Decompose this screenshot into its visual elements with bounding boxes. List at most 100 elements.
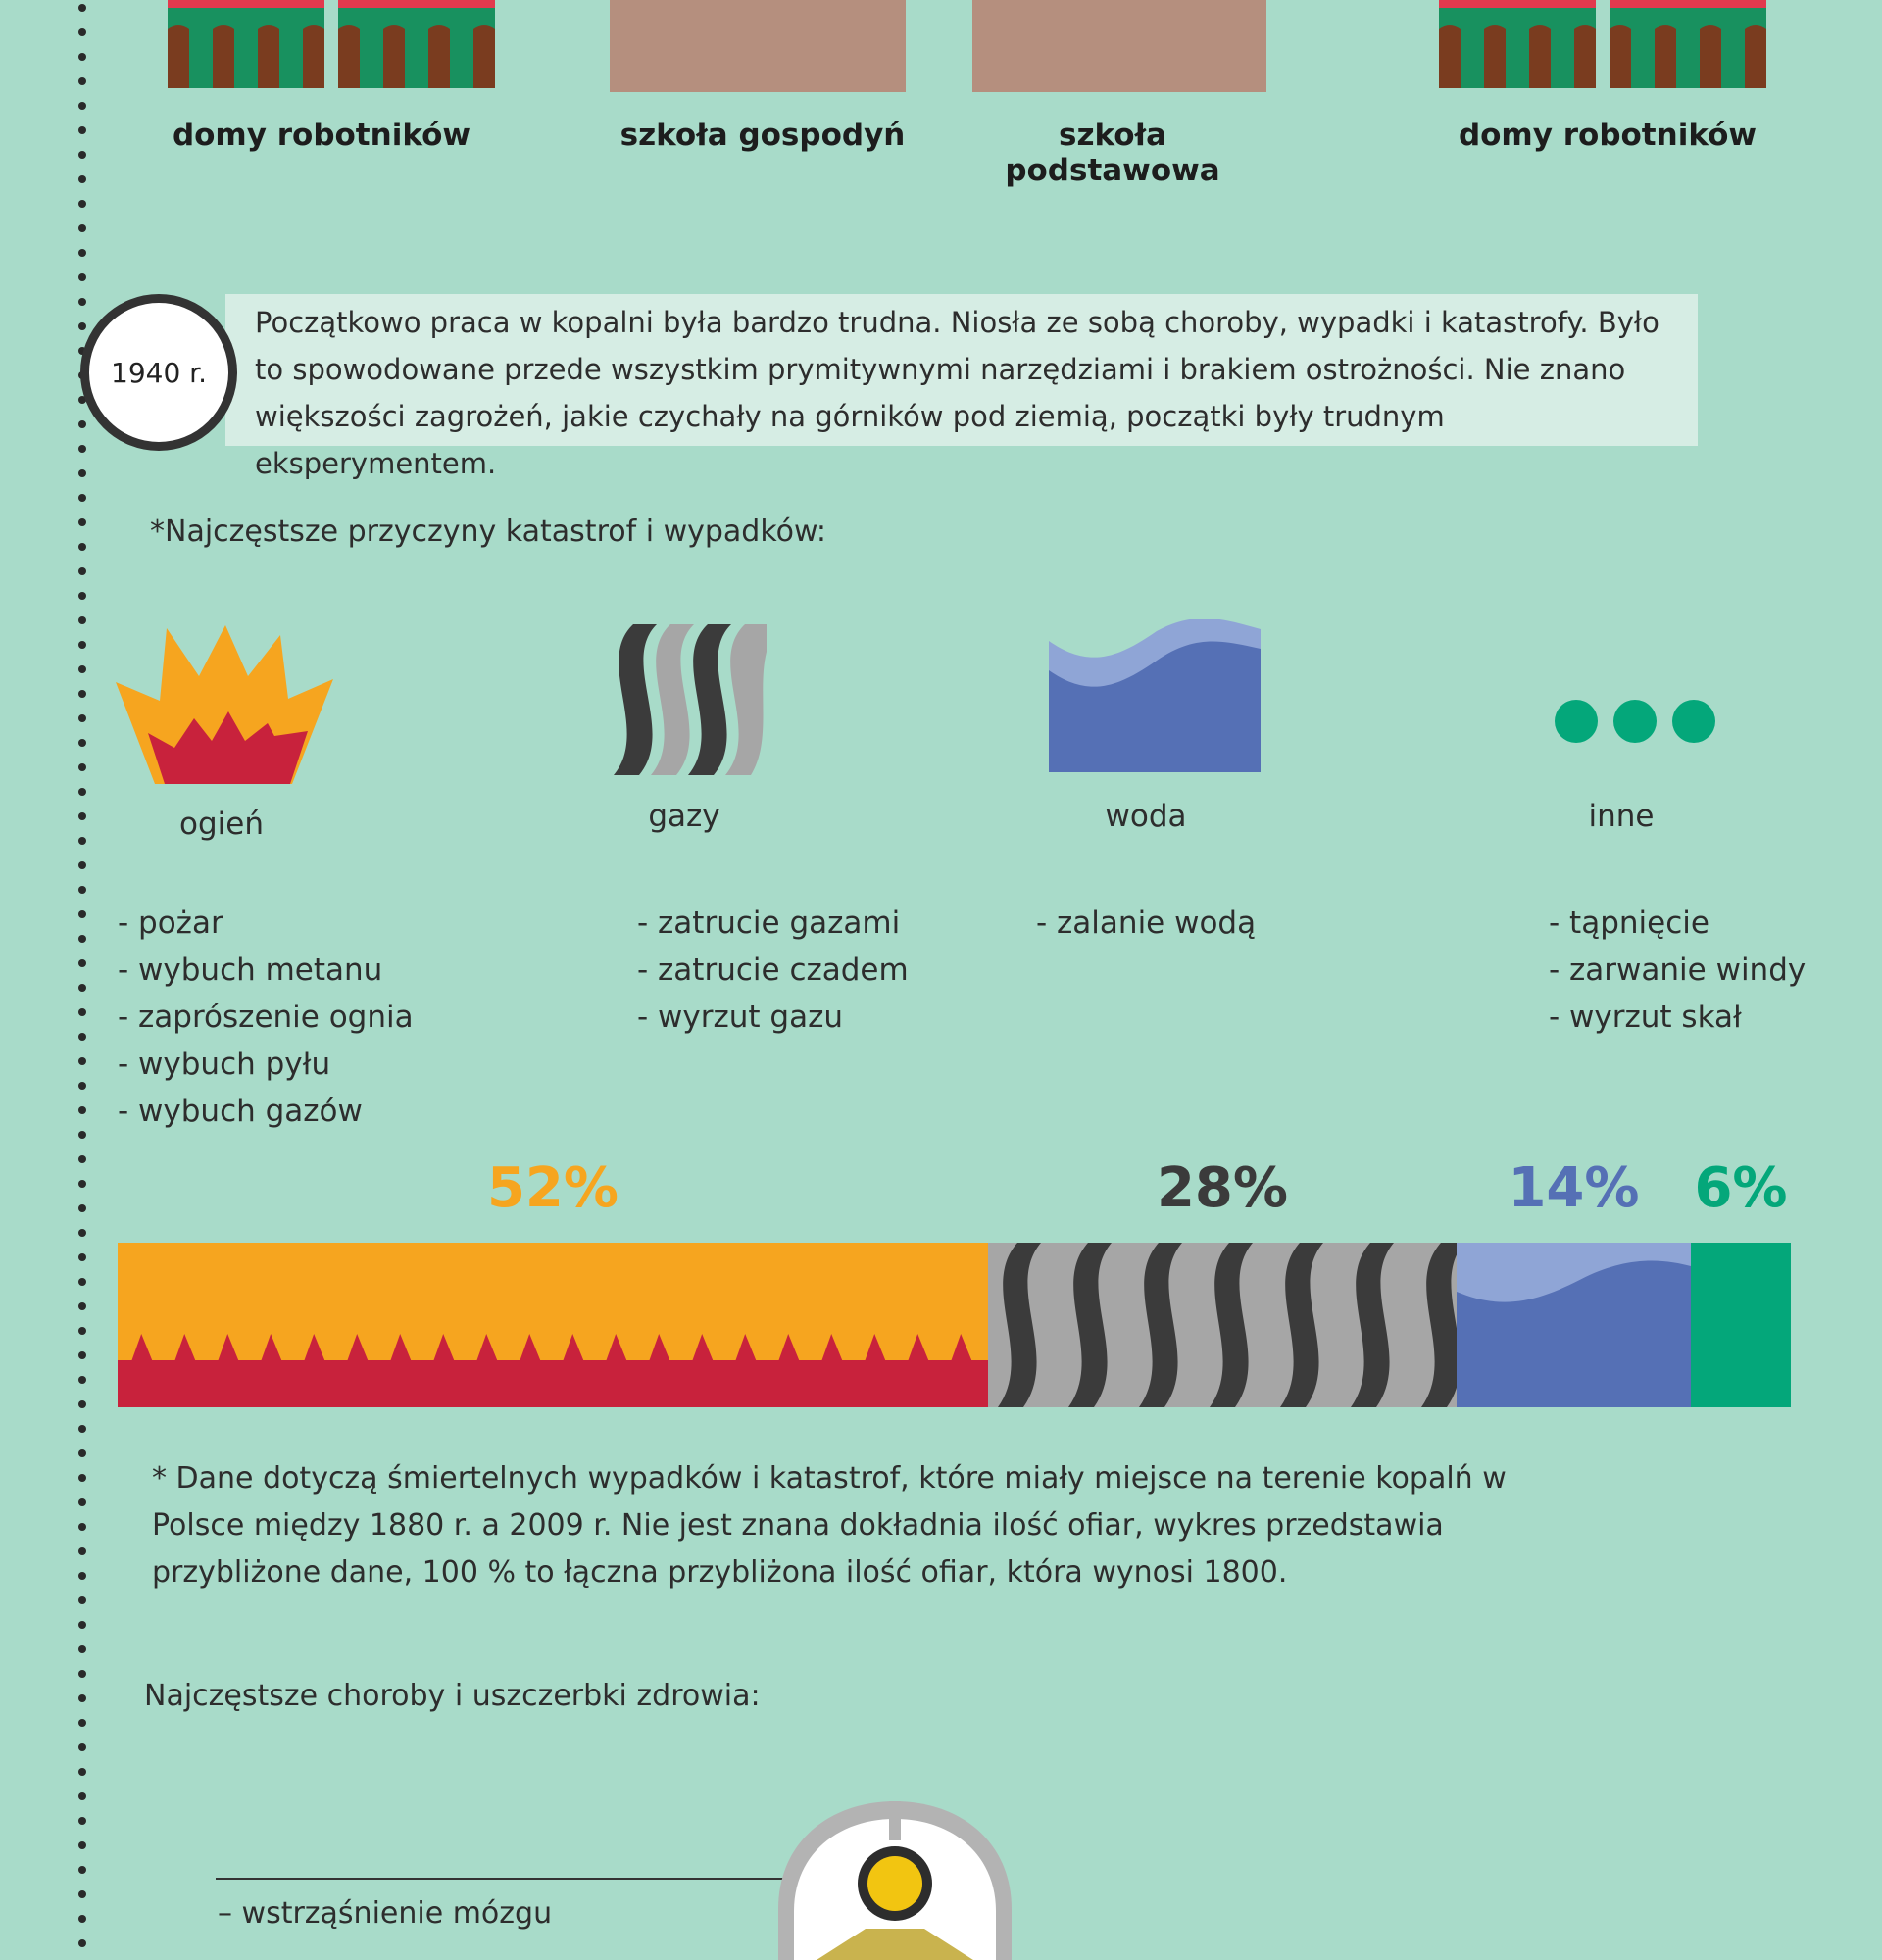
timeline-dot bbox=[78, 1425, 86, 1433]
water-causes-list: - zalanie wodą bbox=[1036, 900, 1256, 947]
timeline-dot bbox=[78, 1033, 86, 1041]
timeline-dot bbox=[78, 1719, 86, 1727]
timeline-dot bbox=[78, 1376, 86, 1384]
timeline-dot bbox=[78, 126, 86, 134]
timeline-dot bbox=[78, 861, 86, 869]
timeline-dot bbox=[78, 812, 86, 820]
building-label: szkoła podstawowa bbox=[1005, 118, 1220, 188]
timeline-dot bbox=[78, 690, 86, 698]
percent-label-gas: 28% bbox=[1156, 1156, 1289, 1220]
housewife-school-icon bbox=[610, 0, 906, 92]
percent-label-other: 6% bbox=[1694, 1156, 1788, 1220]
timeline-dot bbox=[78, 739, 86, 747]
list-item: - zatrucie czadem bbox=[637, 953, 909, 988]
intro-text: Początkowo praca w kopalni była bardzo t… bbox=[255, 306, 1659, 480]
list-item: - pożar bbox=[118, 906, 223, 941]
cause-label-water: woda bbox=[1105, 799, 1187, 834]
cause-label-fire: ogień bbox=[179, 807, 264, 842]
fire-causes-list: - pożar - wybuch metanu - zaprószenie og… bbox=[118, 900, 414, 1135]
timeline-dot bbox=[78, 1278, 86, 1286]
timeline-dots bbox=[78, 4, 86, 1947]
bar-segment-woda bbox=[1457, 1243, 1691, 1407]
gas-causes-list: - zatrucie gazami - zatrucie czadem - wy… bbox=[637, 900, 909, 1041]
timeline-dot bbox=[78, 102, 86, 110]
timeline-dot bbox=[78, 420, 86, 428]
list-item: - wybuch metanu bbox=[118, 953, 383, 988]
timeline-dot bbox=[78, 1302, 86, 1310]
bar-segment-gazy bbox=[988, 1243, 1464, 1407]
gas-icon bbox=[614, 624, 767, 775]
timeline-dot bbox=[78, 175, 86, 183]
workers-house-icon-right bbox=[1439, 0, 1766, 88]
list-item: - wyrzut gazu bbox=[637, 1000, 844, 1035]
timeline-dot bbox=[78, 935, 86, 943]
list-item: - wybuch pyłu bbox=[118, 1047, 331, 1082]
timeline-dot bbox=[78, 1890, 86, 1898]
timeline-dot bbox=[78, 1939, 86, 1947]
timeline-dot bbox=[78, 543, 86, 551]
timeline-dot bbox=[78, 1915, 86, 1923]
timeline-dot bbox=[78, 1572, 86, 1580]
timeline-dot bbox=[78, 837, 86, 845]
timeline-dot bbox=[78, 641, 86, 649]
list-item: - zarwanie windy bbox=[1549, 953, 1807, 988]
list-item: - wyrzut skał bbox=[1549, 1000, 1742, 1035]
more-dots-icon bbox=[1555, 700, 1715, 743]
timeline-dot bbox=[78, 616, 86, 624]
timeline-dot bbox=[78, 886, 86, 894]
timeline-dot bbox=[78, 984, 86, 992]
timeline-dot bbox=[78, 1523, 86, 1531]
percent-label-water: 14% bbox=[1508, 1156, 1640, 1220]
timeline-dot bbox=[78, 910, 86, 918]
connector-line bbox=[216, 1878, 788, 1880]
timeline-dot bbox=[78, 1645, 86, 1653]
timeline-dot bbox=[78, 1474, 86, 1482]
timeline-dot bbox=[78, 1082, 86, 1090]
timeline-dot bbox=[78, 1131, 86, 1139]
timeline-dot bbox=[78, 1498, 86, 1506]
timeline-dot bbox=[78, 4, 86, 12]
intro-box bbox=[225, 294, 1698, 446]
water-icon bbox=[1049, 619, 1261, 772]
disease-item: – wstrząśnienie mózgu bbox=[218, 1896, 553, 1931]
timeline-dot bbox=[78, 1694, 86, 1702]
cause-label-other: inne bbox=[1588, 799, 1655, 834]
timeline-dot bbox=[78, 714, 86, 722]
timeline-dot bbox=[78, 77, 86, 85]
list-item: - tąpnięcie bbox=[1549, 906, 1709, 941]
timeline-dot bbox=[78, 592, 86, 600]
timeline-dot bbox=[78, 1768, 86, 1776]
cause-label-gas: gazy bbox=[648, 799, 720, 834]
list-item: - zalanie wodą bbox=[1036, 906, 1257, 941]
timeline-dot bbox=[78, 1057, 86, 1065]
timeline-dot bbox=[78, 1008, 86, 1016]
year-label: 1940 r. bbox=[111, 356, 207, 389]
timeline-dot bbox=[78, 788, 86, 796]
timeline-dot bbox=[78, 1743, 86, 1751]
list-item: - zatrucie gazami bbox=[637, 906, 901, 941]
timeline-dot bbox=[78, 1449, 86, 1457]
timeline-dot bbox=[78, 494, 86, 502]
timeline-dot bbox=[78, 1547, 86, 1555]
timeline-dot bbox=[78, 273, 86, 281]
timeline-dot bbox=[78, 1155, 86, 1163]
diseases-heading: Najczęstsze choroby i uszczerbki zdrowia… bbox=[144, 1679, 761, 1713]
timeline-dot bbox=[78, 1817, 86, 1825]
causes-stacked-bar bbox=[118, 1243, 1791, 1407]
timeline-dot bbox=[78, 1253, 86, 1261]
data-note: * Dane dotyczą śmiertelnych wypadków i k… bbox=[152, 1461, 1507, 1590]
timeline-dot bbox=[78, 1866, 86, 1874]
timeline-dot bbox=[78, 1400, 86, 1408]
timeline-dot bbox=[78, 1327, 86, 1335]
timeline-dot bbox=[78, 249, 86, 257]
percent-label-fire: 52% bbox=[486, 1156, 619, 1220]
timeline-dot bbox=[78, 1229, 86, 1237]
timeline-dot bbox=[78, 1841, 86, 1849]
causes-heading: *Najczęstsze przyczyny katastrof i wypad… bbox=[150, 514, 826, 549]
primary-school-icon bbox=[972, 0, 1266, 92]
buildings-row bbox=[168, 0, 1766, 92]
timeline-dot bbox=[78, 518, 86, 526]
timeline-dot bbox=[78, 469, 86, 477]
bar-segment-inne bbox=[1691, 1243, 1791, 1407]
timeline-dot bbox=[78, 445, 86, 453]
